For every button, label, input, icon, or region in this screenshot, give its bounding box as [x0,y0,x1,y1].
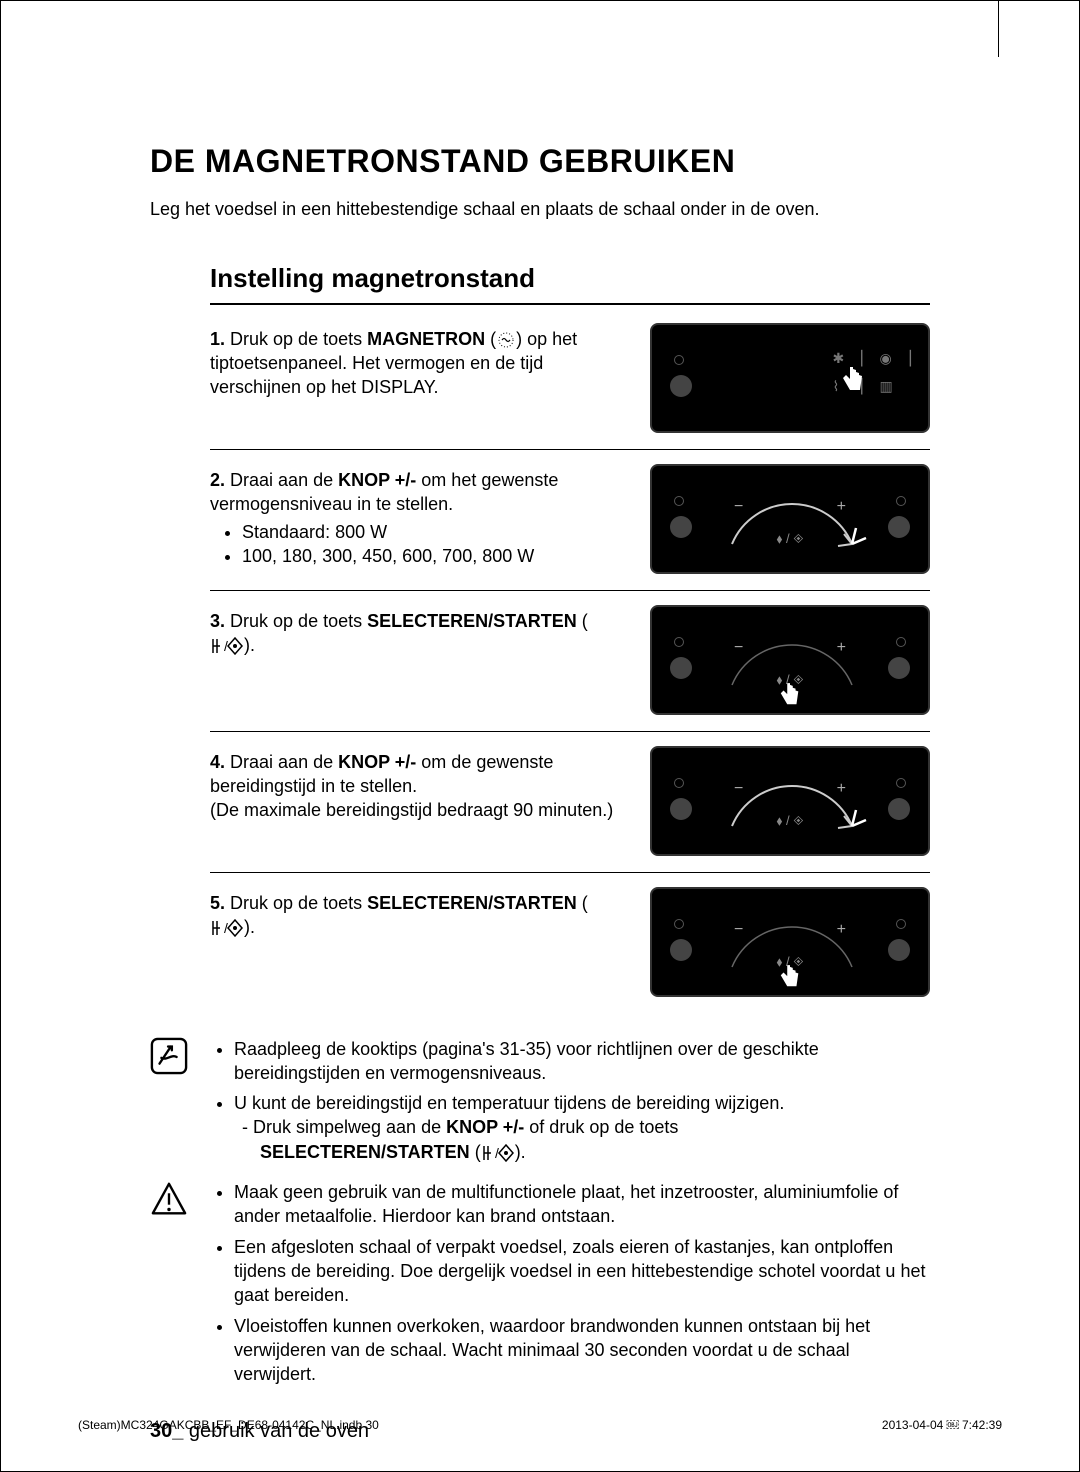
print-meta: (Steam)MC324GAKCBB_EF_DE68-04142C_NL.ind… [78,1418,1002,1432]
control-panel-illustration: ✱⎮◉⎮ ⌇⎮▥ [650,323,930,433]
hand-icon [778,963,802,993]
print-file: (Steam)MC324GAKCBB_EF_DE68-04142C_NL.ind… [78,1418,379,1432]
panel-led [896,637,906,647]
control-panel-illustration: − + ⬧ / ◈ [650,605,930,715]
panel-knob [888,657,910,679]
panel-led [674,496,684,506]
panel-led [896,919,906,929]
control-panel-illustration: − + ⬧ / ◈ [650,464,930,574]
hand-icon [778,681,802,711]
panel-center-label: ⬧ / ◈ [777,530,804,548]
panel-arc [702,474,882,564]
page-frame [0,0,1080,1472]
panel-arc [702,756,882,846]
panel-led [896,496,906,506]
panel-knob [670,516,692,538]
panel-knob [888,939,910,961]
panel-knob [888,516,910,538]
panel-led [674,778,684,788]
panel-knob [670,939,692,961]
panel-led [896,778,906,788]
hand-icon [840,365,866,397]
panel-led [674,637,684,647]
panel-center-label: ⬧ / ◈ [777,812,804,830]
print-date: 2013-04-04 ￼ 7:42:39 [882,1418,1002,1432]
panel-led [674,919,684,929]
panel-knob [670,375,692,397]
control-panel-illustration: − + ⬧ / ◈ [650,746,930,856]
crop-mark [998,1,999,57]
control-panel-illustration: − + ⬧ / ◈ [650,887,930,997]
panel-knob [670,657,692,679]
panel-knob [888,798,910,820]
panel-knob [670,798,692,820]
panel-led [674,355,684,365]
